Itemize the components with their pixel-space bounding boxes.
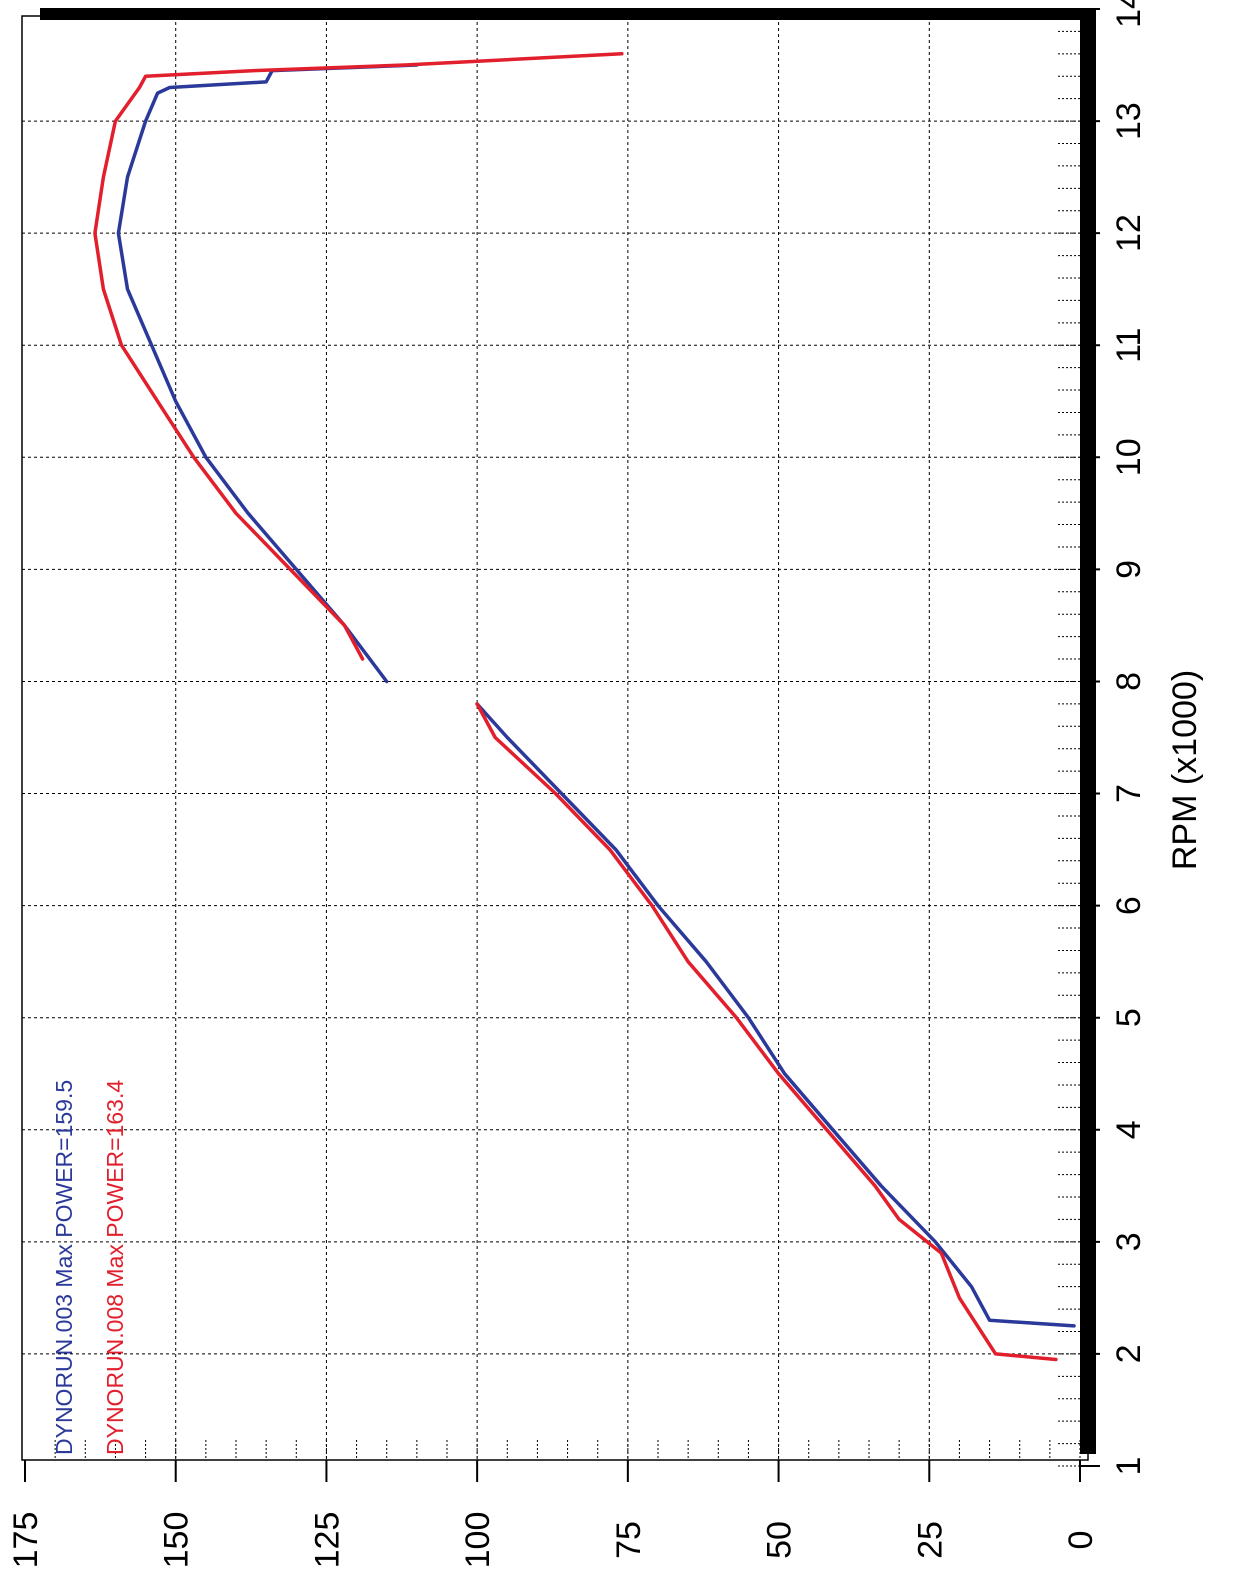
x-axis-title: RPM (x1000) bbox=[1166, 670, 1204, 870]
x-tick-label-6: 6 bbox=[1110, 896, 1148, 915]
top-frame-bar bbox=[40, 8, 1096, 20]
y-tick-label-175: 175 bbox=[7, 1512, 45, 1569]
x-tick-label-5: 5 bbox=[1110, 1008, 1148, 1027]
x-tick-label-13: 13 bbox=[1110, 102, 1148, 140]
series-line-dynorun-008 bbox=[93, 52, 1058, 1362]
y-tick-label-75: 75 bbox=[610, 1521, 648, 1559]
x-tick-label-8: 8 bbox=[1110, 672, 1148, 691]
legend-entry-dynorun-003: DYNORUN.003 Max POWER=159.5 bbox=[51, 1080, 77, 1455]
legend-entry-dynorun-008: DYNORUN.008 Max POWER=163.4 bbox=[102, 1080, 128, 1455]
y-tick-label-125: 125 bbox=[308, 1512, 346, 1569]
series-line-dynorun-003 bbox=[116, 63, 1076, 1328]
series-layer bbox=[93, 52, 1076, 1362]
y-tick-label-100: 100 bbox=[459, 1512, 497, 1569]
y-tick-label-150: 150 bbox=[158, 1512, 196, 1569]
x-tick-label-7: 7 bbox=[1110, 784, 1148, 803]
right-frame-bar bbox=[1080, 8, 1096, 1454]
x-tick-label-1: 1 bbox=[1110, 1457, 1148, 1476]
x-tick-label-9: 9 bbox=[1110, 560, 1148, 579]
y-tick-label-25: 25 bbox=[911, 1521, 949, 1559]
grid-lines bbox=[22, 16, 1080, 1460]
x-tick-label-3: 3 bbox=[1110, 1232, 1148, 1251]
x-tick-label-12: 12 bbox=[1110, 214, 1148, 252]
x-tick-label-14: 14 bbox=[1110, 0, 1148, 28]
y-tick-label-50: 50 bbox=[761, 1521, 799, 1559]
x-tick-label-10: 10 bbox=[1110, 438, 1148, 476]
legend: DYNORUN.003 Max POWER=159.5 DYNORUN.008 M… bbox=[51, 1080, 128, 1455]
x-tick-label-4: 4 bbox=[1110, 1120, 1148, 1139]
y-tick-label-0: 0 bbox=[1062, 1531, 1100, 1550]
x-tick-label-11: 11 bbox=[1110, 328, 1148, 363]
plot-area bbox=[21, 15, 1089, 1461]
y-tick-labels: 0 25 50 75 100 125 150 175 bbox=[7, 1512, 1100, 1569]
x-tick-label-2: 2 bbox=[1110, 1344, 1148, 1363]
